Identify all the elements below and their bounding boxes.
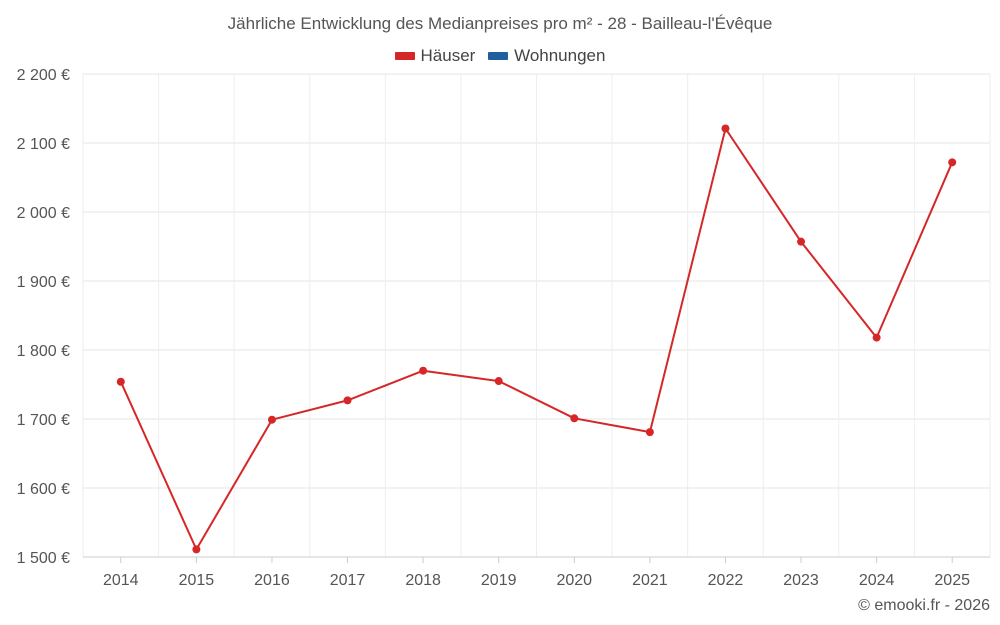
x-tick-label: 2017 [330, 572, 366, 589]
x-tick-label: 2019 [481, 572, 517, 589]
y-tick-label: 1 800 € [17, 343, 70, 360]
data-point[interactable] [721, 124, 730, 133]
x-tick-label: 2020 [556, 572, 592, 589]
chart-title: Jährliche Entwicklung des Medianpreises … [227, 14, 773, 33]
data-point[interactable] [267, 415, 276, 424]
x-tick-label: 2016 [254, 572, 290, 589]
credit-text: © emooki.fr - 2026 [858, 597, 990, 614]
x-tick-label: 2015 [179, 572, 215, 589]
data-point[interactable] [192, 545, 201, 554]
data-point[interactable] [343, 396, 352, 405]
data-point[interactable] [419, 366, 428, 375]
data-point[interactable] [948, 158, 957, 167]
y-tick-label: 1 700 € [17, 412, 70, 429]
y-tick-label: 2 200 € [17, 67, 70, 84]
x-tick-label: 2024 [859, 572, 895, 589]
series-haeuser [116, 124, 957, 554]
grid [82, 73, 991, 558]
y-tick-label: 2 000 € [17, 205, 70, 222]
legend-swatch-haeuser [394, 52, 415, 60]
data-point[interactable] [570, 414, 579, 423]
y-tick-label: 1 600 € [17, 481, 70, 498]
x-tick-label: 2014 [103, 572, 139, 589]
y-tick-label: 1 500 € [17, 550, 70, 567]
legend-swatch-wohnungen [488, 52, 509, 60]
axes: 1 500 € 1 600 € 1 700 € 1 800 € 1 900 € 2 000… [17, 67, 990, 589]
data-point[interactable] [872, 333, 881, 342]
legend-item-haeuser[interactable]: Häuser [394, 46, 476, 66]
legend: Häuser Wohnungen [0, 45, 1000, 66]
y-tick-label: 2 100 € [17, 136, 70, 153]
x-tick-label: 2021 [632, 572, 668, 589]
legend-item-wohnungen[interactable]: Wohnungen [488, 46, 605, 66]
data-point[interactable] [116, 377, 125, 386]
series-line-haeuser [119, 127, 954, 551]
data-point[interactable] [797, 237, 806, 246]
x-tick-label: 2025 [934, 572, 970, 589]
x-tick-label: 2018 [405, 572, 441, 589]
legend-label-haeuser: Häuser [420, 46, 476, 65]
y-tick-label: 1 900 € [17, 274, 70, 291]
data-point[interactable] [645, 428, 654, 437]
data-point[interactable] [494, 377, 503, 386]
legend-label-wohnungen: Wohnungen [514, 46, 606, 65]
x-tick-label: 2023 [783, 572, 819, 589]
x-tick-label: 2022 [708, 572, 744, 589]
